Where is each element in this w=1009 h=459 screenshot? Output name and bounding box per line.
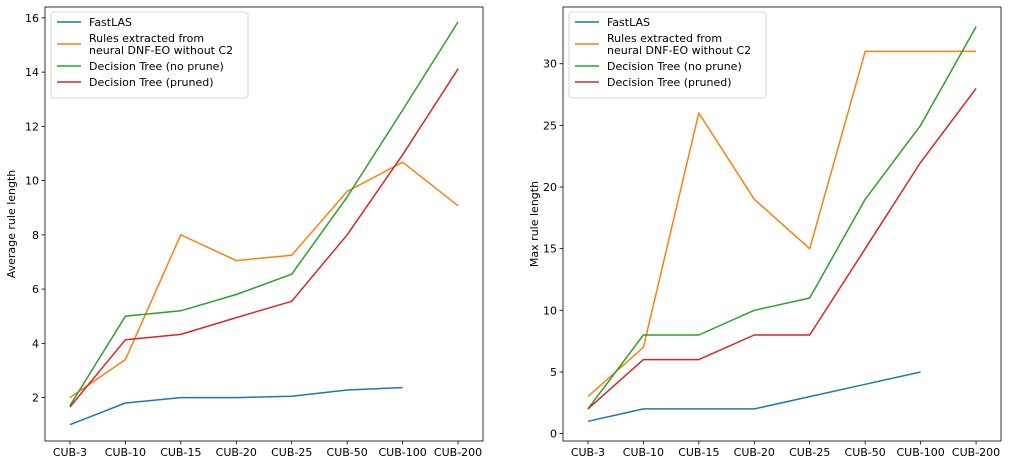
- x-tick-label: CUB-15: [678, 446, 719, 459]
- x-tick-label: CUB-3: [571, 446, 605, 459]
- y-axis-title: Max rule length: [528, 181, 541, 267]
- y-tick-label: 15: [543, 243, 557, 256]
- y-tick-label: 20: [543, 181, 557, 194]
- legend-box: [50, 11, 249, 99]
- y-tick-label: 0: [550, 428, 557, 441]
- x-tick-label: CUB-10: [623, 446, 664, 459]
- y-tick-label: 30: [543, 58, 557, 71]
- chart-panel-1: CUB-3 CUB-10 CUB-15 CUB-20 CUB-25 CUB-50 CUB-1…: [5, 6, 484, 459]
- y-tick-label: 10: [543, 304, 557, 317]
- chart-panel-2: CUB-3 CUB-10 CUB-15 CUB-20 CUB-25 CUB-50 CUB-1…: [528, 6, 1002, 459]
- legend-label-2: neural DNF-EO without C2: [607, 44, 751, 57]
- series-line-3: [587, 26, 977, 410]
- y-tick-label: 6: [32, 283, 39, 296]
- x-tick-label: CUB-200: [952, 446, 1000, 459]
- x-tick-label: CUB-100: [378, 446, 426, 459]
- y-tick-label: 10: [25, 175, 39, 188]
- x-tick-label: CUB-50: [845, 446, 886, 459]
- y-tick-label: 8: [32, 229, 39, 242]
- x-tick-label: CUB-50: [327, 446, 368, 459]
- legend-label-4: Decision Tree (pruned): [607, 76, 732, 89]
- x-tick-label: CUB-200: [434, 446, 482, 459]
- y-tick-label: 4: [32, 337, 39, 350]
- x-tick-label: CUB-100: [896, 446, 944, 459]
- y-tick-label: 2: [32, 392, 39, 405]
- x-tick-label: CUB-25: [789, 446, 830, 459]
- legend-label-3: Decision Tree (no prune): [89, 60, 224, 73]
- plot-frame: [562, 6, 1002, 442]
- x-tick-label: CUB-3: [53, 446, 87, 459]
- y-tick-label: 12: [25, 120, 39, 133]
- series-line-3: [69, 21, 459, 407]
- plot-frame: [44, 6, 484, 442]
- y-tick-label: 25: [543, 119, 557, 132]
- legend-label-4: Decision Tree (pruned): [89, 76, 214, 89]
- x-tick-label: CUB-15: [160, 446, 201, 459]
- series-line-4: [587, 87, 977, 410]
- x-tick-label: CUB-25: [271, 446, 312, 459]
- series-line-4: [69, 68, 459, 408]
- y-tick-label: 16: [25, 12, 39, 25]
- legend-label-3: Decision Tree (no prune): [607, 60, 742, 73]
- y-tick-label: 5: [550, 366, 557, 379]
- x-tick-label: CUB-20: [216, 446, 257, 459]
- series-line-2: [587, 50, 977, 398]
- legend-label-2: Rules extracted from: [89, 32, 204, 45]
- legend-label-2: neural DNF-EO without C2: [89, 44, 233, 57]
- x-tick-label: CUB-20: [734, 446, 775, 459]
- legend-label-2: Rules extracted from: [607, 32, 722, 45]
- x-tick-label: CUB-10: [105, 446, 146, 459]
- y-tick-label: 14: [25, 66, 39, 79]
- series-line-1: [587, 371, 921, 423]
- series-line-1: [69, 386, 403, 426]
- y-axis-title: Average rule length: [5, 170, 18, 279]
- legend-label-1: FastLAS: [607, 16, 650, 29]
- legend-box: [568, 11, 767, 99]
- legend-label-1: FastLAS: [89, 16, 132, 29]
- series-line-2: [69, 161, 459, 399]
